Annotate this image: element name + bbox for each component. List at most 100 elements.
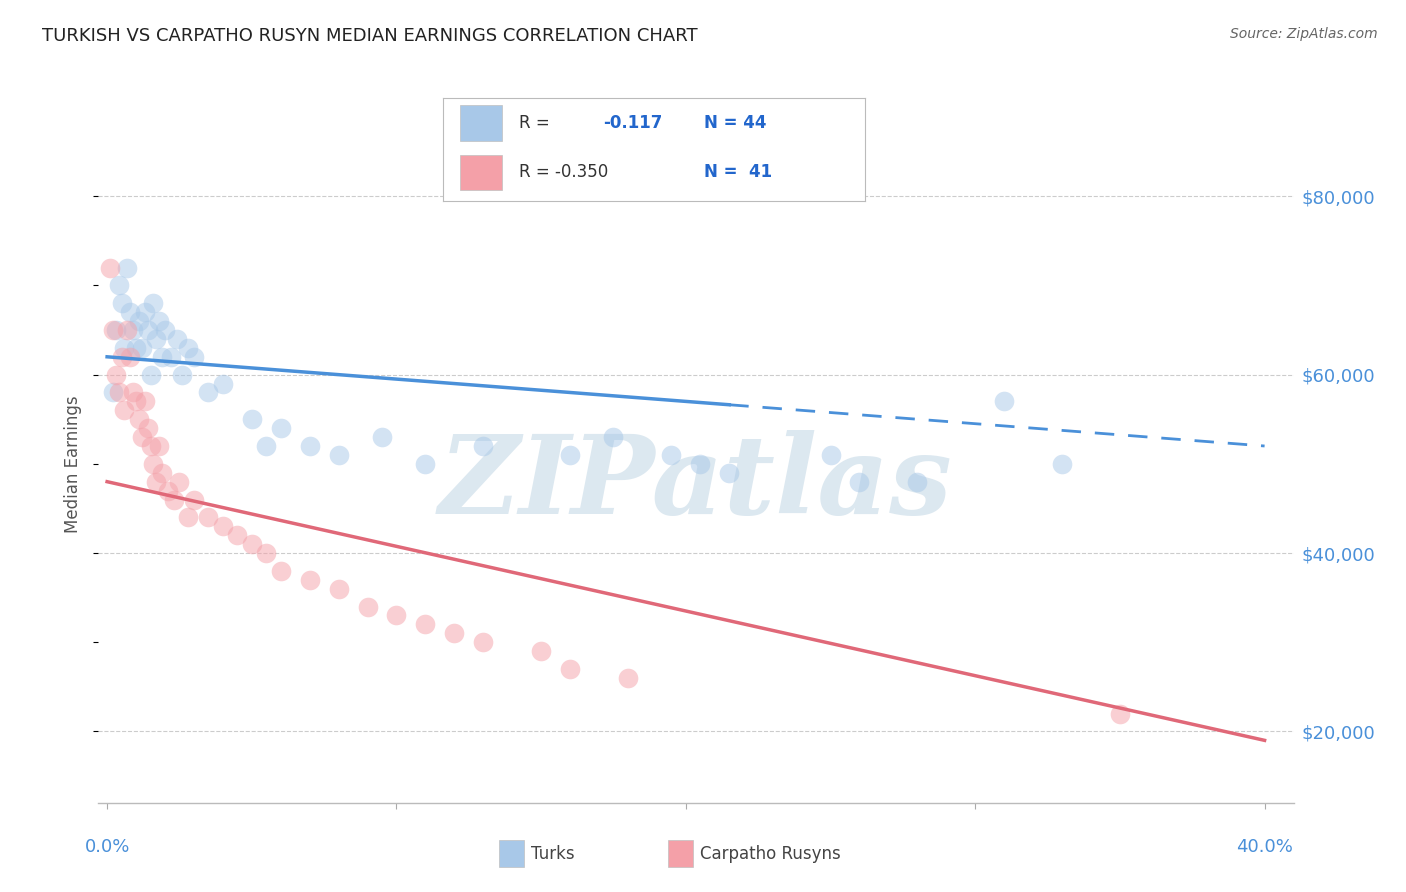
- Point: [145, 332, 167, 346]
- Text: 40.0%: 40.0%: [1236, 838, 1294, 856]
- Text: Carpatho Rusyns: Carpatho Rusyns: [700, 845, 841, 863]
- Point: [240, 412, 263, 426]
- Point: [371, 430, 394, 444]
- Point: [211, 519, 233, 533]
- Point: [415, 457, 437, 471]
- Point: [101, 323, 124, 337]
- Point: [197, 385, 219, 400]
- Point: [905, 475, 928, 489]
- Point: [558, 448, 581, 462]
- Point: [136, 421, 159, 435]
- Point: [114, 341, 136, 355]
- Point: [110, 350, 132, 364]
- Point: [131, 430, 153, 444]
- Point: [107, 278, 129, 293]
- Point: [661, 448, 683, 462]
- Text: N =  41: N = 41: [704, 163, 772, 181]
- Point: [125, 394, 148, 409]
- Point: [1050, 457, 1073, 471]
- Point: [148, 439, 170, 453]
- Point: [443, 626, 465, 640]
- Point: [211, 376, 233, 391]
- Point: [472, 635, 495, 649]
- Point: [240, 537, 263, 551]
- Point: [254, 546, 277, 560]
- Point: [177, 510, 200, 524]
- Point: [169, 475, 191, 489]
- Point: [163, 492, 186, 507]
- Point: [148, 314, 170, 328]
- Point: [114, 403, 136, 417]
- Y-axis label: Median Earnings: Median Earnings: [65, 395, 83, 533]
- Point: [183, 350, 205, 364]
- Point: [139, 439, 162, 453]
- Point: [385, 608, 408, 623]
- Text: Turks: Turks: [531, 845, 575, 863]
- Point: [298, 439, 321, 453]
- Point: [125, 341, 148, 355]
- Point: [120, 305, 142, 319]
- Text: N = 44: N = 44: [704, 114, 766, 132]
- Point: [602, 430, 624, 444]
- Point: [153, 323, 176, 337]
- Point: [136, 323, 159, 337]
- Point: [298, 573, 321, 587]
- Point: [159, 350, 181, 364]
- Point: [139, 368, 162, 382]
- Point: [415, 617, 437, 632]
- Point: [558, 662, 581, 676]
- Point: [820, 448, 842, 462]
- Point: [197, 510, 219, 524]
- FancyBboxPatch shape: [460, 154, 502, 190]
- Point: [718, 466, 741, 480]
- Point: [1109, 706, 1132, 721]
- Point: [120, 350, 142, 364]
- Point: [689, 457, 711, 471]
- Point: [145, 475, 167, 489]
- Point: [122, 385, 145, 400]
- Point: [134, 305, 156, 319]
- Point: [122, 323, 145, 337]
- Text: TURKISH VS CARPATHO RUSYN MEDIAN EARNINGS CORRELATION CHART: TURKISH VS CARPATHO RUSYN MEDIAN EARNING…: [42, 27, 697, 45]
- Point: [104, 368, 127, 382]
- Point: [848, 475, 870, 489]
- Point: [150, 466, 173, 480]
- Text: -0.117: -0.117: [603, 114, 662, 132]
- Point: [226, 528, 249, 542]
- Point: [128, 314, 150, 328]
- Point: [270, 421, 292, 435]
- Point: [110, 296, 132, 310]
- Point: [142, 457, 165, 471]
- Text: R =: R =: [519, 114, 555, 132]
- Text: ZIPatlas: ZIPatlas: [439, 431, 953, 538]
- Point: [150, 350, 173, 364]
- Point: [98, 260, 121, 275]
- Point: [617, 671, 640, 685]
- Point: [328, 582, 350, 596]
- Point: [270, 564, 292, 578]
- Point: [131, 341, 153, 355]
- Point: [472, 439, 495, 453]
- Point: [993, 394, 1015, 409]
- Point: [172, 368, 194, 382]
- Point: [107, 385, 129, 400]
- Point: [183, 492, 205, 507]
- Point: [328, 448, 350, 462]
- Point: [356, 599, 378, 614]
- Point: [101, 385, 124, 400]
- Point: [104, 323, 127, 337]
- Text: Source: ZipAtlas.com: Source: ZipAtlas.com: [1230, 27, 1378, 41]
- Point: [166, 332, 188, 346]
- Point: [142, 296, 165, 310]
- Text: R = -0.350: R = -0.350: [519, 163, 607, 181]
- Point: [156, 483, 179, 498]
- Point: [117, 323, 139, 337]
- FancyBboxPatch shape: [460, 105, 502, 141]
- Text: 0.0%: 0.0%: [84, 838, 129, 856]
- Point: [134, 394, 156, 409]
- Point: [177, 341, 200, 355]
- Point: [117, 260, 139, 275]
- Point: [254, 439, 277, 453]
- Point: [128, 412, 150, 426]
- Point: [530, 644, 553, 658]
